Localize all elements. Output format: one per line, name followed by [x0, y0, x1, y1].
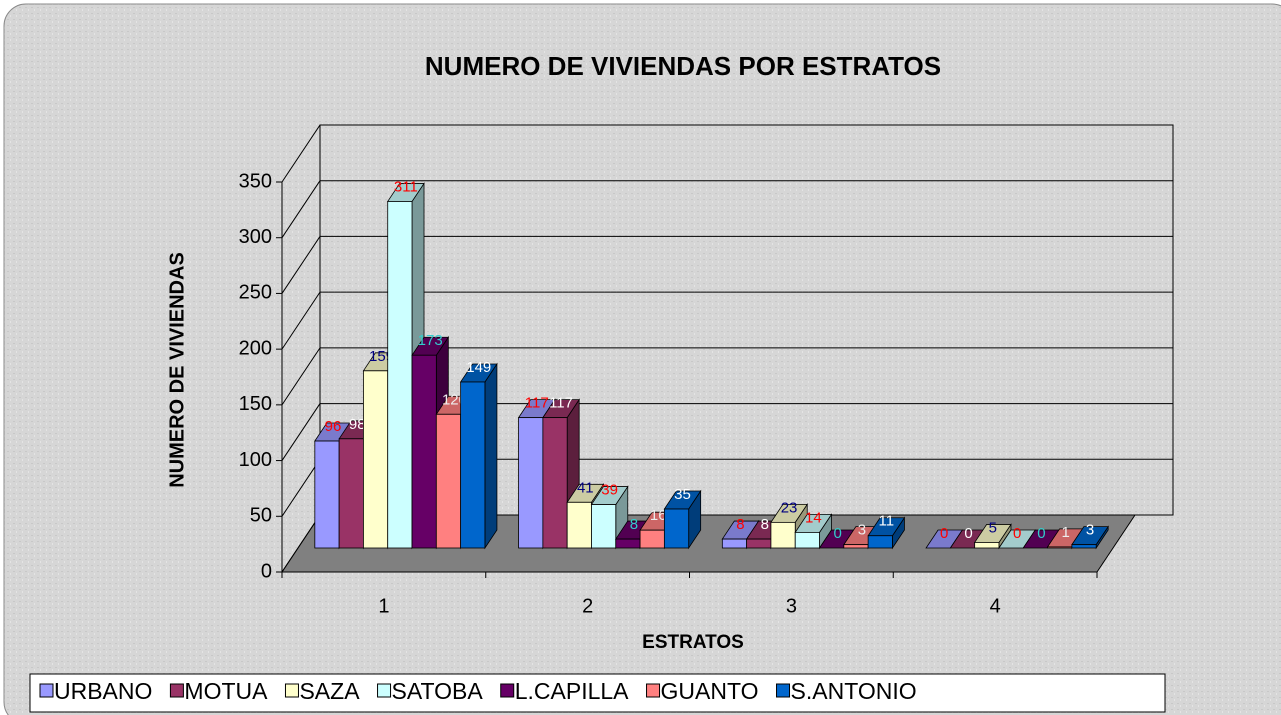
legend-box: [29, 673, 1166, 713]
y-tick-label: 150: [239, 393, 272, 415]
data-label: 173: [418, 332, 443, 349]
data-label: 35: [674, 486, 691, 503]
data-label: 311: [394, 178, 418, 195]
y-tick-label: 100: [239, 449, 272, 471]
data-label: 8: [630, 516, 638, 533]
bar-side: [484, 362, 498, 550]
y-tick-label: 300: [239, 226, 272, 248]
bar: [459, 362, 498, 550]
data-label: 0: [1037, 525, 1045, 542]
legend-swatch: [646, 683, 661, 698]
bar-front: [843, 544, 869, 549]
legend-label: MOTUA: [184, 678, 268, 704]
bar-front: [460, 381, 486, 549]
data-label: 3: [858, 522, 866, 539]
data-label: 149: [466, 359, 491, 376]
bar-front: [721, 538, 748, 549]
data-label: 1: [1062, 524, 1070, 541]
bar-front: [867, 535, 893, 549]
data-label: 0: [940, 525, 948, 542]
legend-label: URBANO: [54, 678, 152, 704]
legend-swatch: [169, 683, 184, 698]
bar-front: [1047, 546, 1073, 549]
bar-front: [363, 370, 389, 549]
grid-line: [281, 403, 321, 461]
data-label: 8: [736, 516, 744, 533]
data-label: 117: [549, 395, 573, 412]
data-label: 14: [805, 509, 822, 526]
legend-swatch: [776, 683, 791, 698]
grid-line: [281, 291, 321, 350]
x-axis-title: ESTRATOS: [642, 632, 744, 653]
grid-line: [281, 459, 321, 517]
bar-front: [591, 504, 617, 549]
data-label: 8: [761, 516, 769, 533]
bar-front: [794, 532, 820, 549]
bar: [663, 489, 702, 550]
bar: [867, 516, 906, 550]
y-tick-label: 350: [239, 170, 272, 192]
bar-front: [542, 417, 568, 549]
grid-line: [281, 514, 321, 573]
data-label: 0: [964, 525, 972, 542]
y-axis-title: NUMERO DE VIVIENDAS: [166, 252, 188, 488]
legend-label: SATOBA: [392, 678, 484, 704]
bar-front: [639, 529, 665, 549]
data-label: 11: [878, 513, 894, 530]
bar-front: [387, 201, 413, 549]
legend-label: L.CAPILLA: [515, 678, 629, 704]
data-label: 5: [989, 519, 997, 536]
bar: [542, 398, 580, 550]
data-label: 117: [525, 395, 549, 412]
data-label: 23: [781, 499, 798, 516]
legend-swatch: [500, 683, 515, 698]
y-tick-label: 50: [250, 505, 272, 527]
bar: [794, 513, 833, 550]
data-label: 16: [650, 507, 667, 524]
bar-front: [314, 440, 340, 549]
bar: [1071, 525, 1109, 550]
y-tick-label: 200: [239, 337, 272, 359]
legend: URBANO MOTUA SAZA SATOBA L.CAPILLA GUANTO S.AN…: [39, 678, 917, 704]
y-tick-label: 250: [239, 282, 272, 304]
x-tick-label: 2: [582, 595, 593, 617]
legend-label: SAZA: [299, 678, 360, 704]
bar-front: [663, 508, 690, 549]
bar-front: [770, 521, 796, 549]
legend-swatch: [39, 683, 54, 698]
bar-front: [435, 413, 462, 549]
data-label: 0: [834, 525, 842, 542]
data-label: 98: [349, 416, 366, 433]
bar-front: [566, 501, 592, 549]
legend-swatch: [284, 683, 299, 698]
bar: [973, 523, 1012, 550]
grid-line: [281, 236, 321, 294]
bar-front: [518, 417, 544, 549]
grid-line: [281, 180, 321, 238]
legend-swatch: [377, 683, 392, 698]
chart-background: [3, 3, 1281, 715]
data-label: 96: [325, 418, 342, 435]
bar-front: [615, 538, 641, 549]
bar-front: [746, 538, 772, 549]
bar-front: [338, 438, 364, 549]
grid-line: [281, 347, 321, 406]
y-tick-label: 0: [261, 560, 272, 582]
legend-label: GUANTO: [661, 678, 759, 704]
x-tick-label: 1: [378, 595, 389, 617]
bar-front: [974, 542, 1000, 549]
data-label: 41: [577, 479, 594, 496]
bar-front: [411, 354, 437, 549]
bar-front: [1071, 544, 1097, 549]
chart-title: NUMERO DE VIVIENDAS POR ESTRATOS: [425, 51, 941, 81]
data-label: 39: [601, 482, 618, 499]
data-label: 3: [1086, 522, 1094, 539]
legend-label: S.ANTONIO: [791, 678, 917, 704]
x-tick-label: 4: [990, 595, 1001, 617]
data-label: 0: [1013, 525, 1021, 542]
x-tick-label: 3: [786, 595, 797, 617]
grid-line: [281, 124, 321, 183]
